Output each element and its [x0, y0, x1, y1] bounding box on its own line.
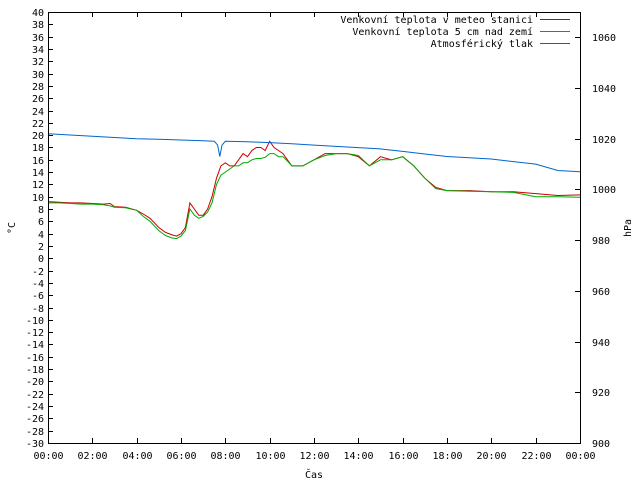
- legend-label: Atmosférický tlak: [431, 38, 533, 50]
- tick-labels: -30-28-26-24-22-20-18-16-14-12-10-8-6-4-…: [26, 8, 616, 462]
- x-tick-label: 08:00: [210, 451, 240, 462]
- y-left-tick-label: 22: [32, 119, 44, 130]
- y-left-tick-label: 40: [32, 8, 44, 19]
- legend-label: Venkovní teplota v meteo stanici: [340, 14, 533, 26]
- y-left-tick-label: -8: [32, 304, 44, 315]
- y-left-tick-label: 18: [32, 143, 44, 154]
- series-line-temp-ground: [48, 153, 581, 240]
- x-tick-label: 02:00: [77, 451, 107, 462]
- y-left-tick-label: 12: [32, 180, 44, 191]
- y-left-tick-label: -14: [26, 340, 44, 351]
- y-left-tick-label: 10: [32, 193, 44, 204]
- x-axis-label: Čas: [305, 468, 323, 480]
- y-left-tick-label: 0: [38, 254, 44, 265]
- x-tick-label: 14:00: [343, 451, 373, 462]
- y-axis-left-label: °C: [7, 222, 18, 234]
- y-right-tick-label: 960: [592, 287, 610, 298]
- plot-frame: [48, 12, 581, 444]
- x-tick-label: 00:00: [33, 451, 63, 462]
- y-left-tick-label: -30: [26, 439, 44, 450]
- y-left-tick-label: -4: [32, 279, 44, 290]
- y-left-tick-label: 34: [32, 45, 44, 56]
- x-tick-label: 04:00: [122, 451, 152, 462]
- x-tick-label: 10:00: [255, 451, 285, 462]
- y-left-tick-label: 6: [38, 217, 44, 228]
- y-left-tick-label: -6: [32, 291, 44, 302]
- x-tick-label: 12:00: [299, 451, 329, 462]
- y-left-tick-label: 38: [32, 20, 44, 31]
- y-left-tick-label: -18: [26, 365, 44, 376]
- y-left-tick-label: 30: [32, 70, 44, 81]
- y-left-tick-label: -24: [26, 402, 44, 413]
- series-line-pressure: [47, 133, 581, 173]
- x-tick-label: 18:00: [432, 451, 462, 462]
- y-right-tick-label: 1020: [592, 135, 616, 146]
- x-tick-label: 22:00: [521, 451, 551, 462]
- x-tick-label: 00:00: [565, 451, 595, 462]
- y-left-tick-label: 28: [32, 82, 44, 93]
- y-left-tick-label: -28: [26, 427, 44, 438]
- y-right-tick-label: 1060: [592, 33, 616, 44]
- y-left-tick-label: 24: [32, 107, 44, 118]
- y-left-tick-label: -16: [26, 353, 44, 364]
- y-left-tick-label: -26: [26, 414, 44, 425]
- y-left-tick-label: -20: [26, 377, 44, 388]
- y-right-tick-label: 900: [592, 439, 610, 450]
- series-line-temp-station: [47, 140, 581, 237]
- y-axis-right-label: hPa: [623, 219, 634, 237]
- y-right-tick-label: 1040: [592, 84, 616, 95]
- x-tick-label: 06:00: [166, 451, 196, 462]
- y-left-tick-label: -10: [26, 316, 44, 327]
- y-left-tick-label: -12: [26, 328, 44, 339]
- y-left-tick-label: -22: [26, 390, 44, 401]
- y-right-tick-label: 1000: [592, 185, 616, 196]
- y-left-tick-label: 8: [38, 205, 44, 216]
- x-tick-label: 16:00: [388, 451, 418, 462]
- y-left-tick-label: 14: [32, 168, 44, 179]
- legend: Venkovní teplota v meteo staniciVenkovní…: [340, 14, 570, 50]
- y-left-tick-label: 2: [38, 242, 44, 253]
- y-left-tick-label: 36: [32, 33, 44, 44]
- y-left-tick-label: 20: [32, 131, 44, 142]
- x-tick-label: 20:00: [476, 451, 506, 462]
- y-right-tick-label: 920: [592, 388, 610, 399]
- y-left-tick-label: 32: [32, 57, 44, 68]
- y-left-tick-label: 16: [32, 156, 44, 167]
- legend-label: Venkovní teplota 5 cm nad zemí: [352, 26, 533, 38]
- plot-lines: [47, 133, 581, 240]
- y-left-tick-label: -2: [32, 267, 44, 278]
- y-right-tick-label: 940: [592, 338, 610, 349]
- y-left-tick-label: 4: [38, 230, 44, 241]
- axis-ticks: [48, 12, 581, 444]
- y-left-tick-label: 26: [32, 94, 44, 105]
- y-right-tick-label: 980: [592, 236, 610, 247]
